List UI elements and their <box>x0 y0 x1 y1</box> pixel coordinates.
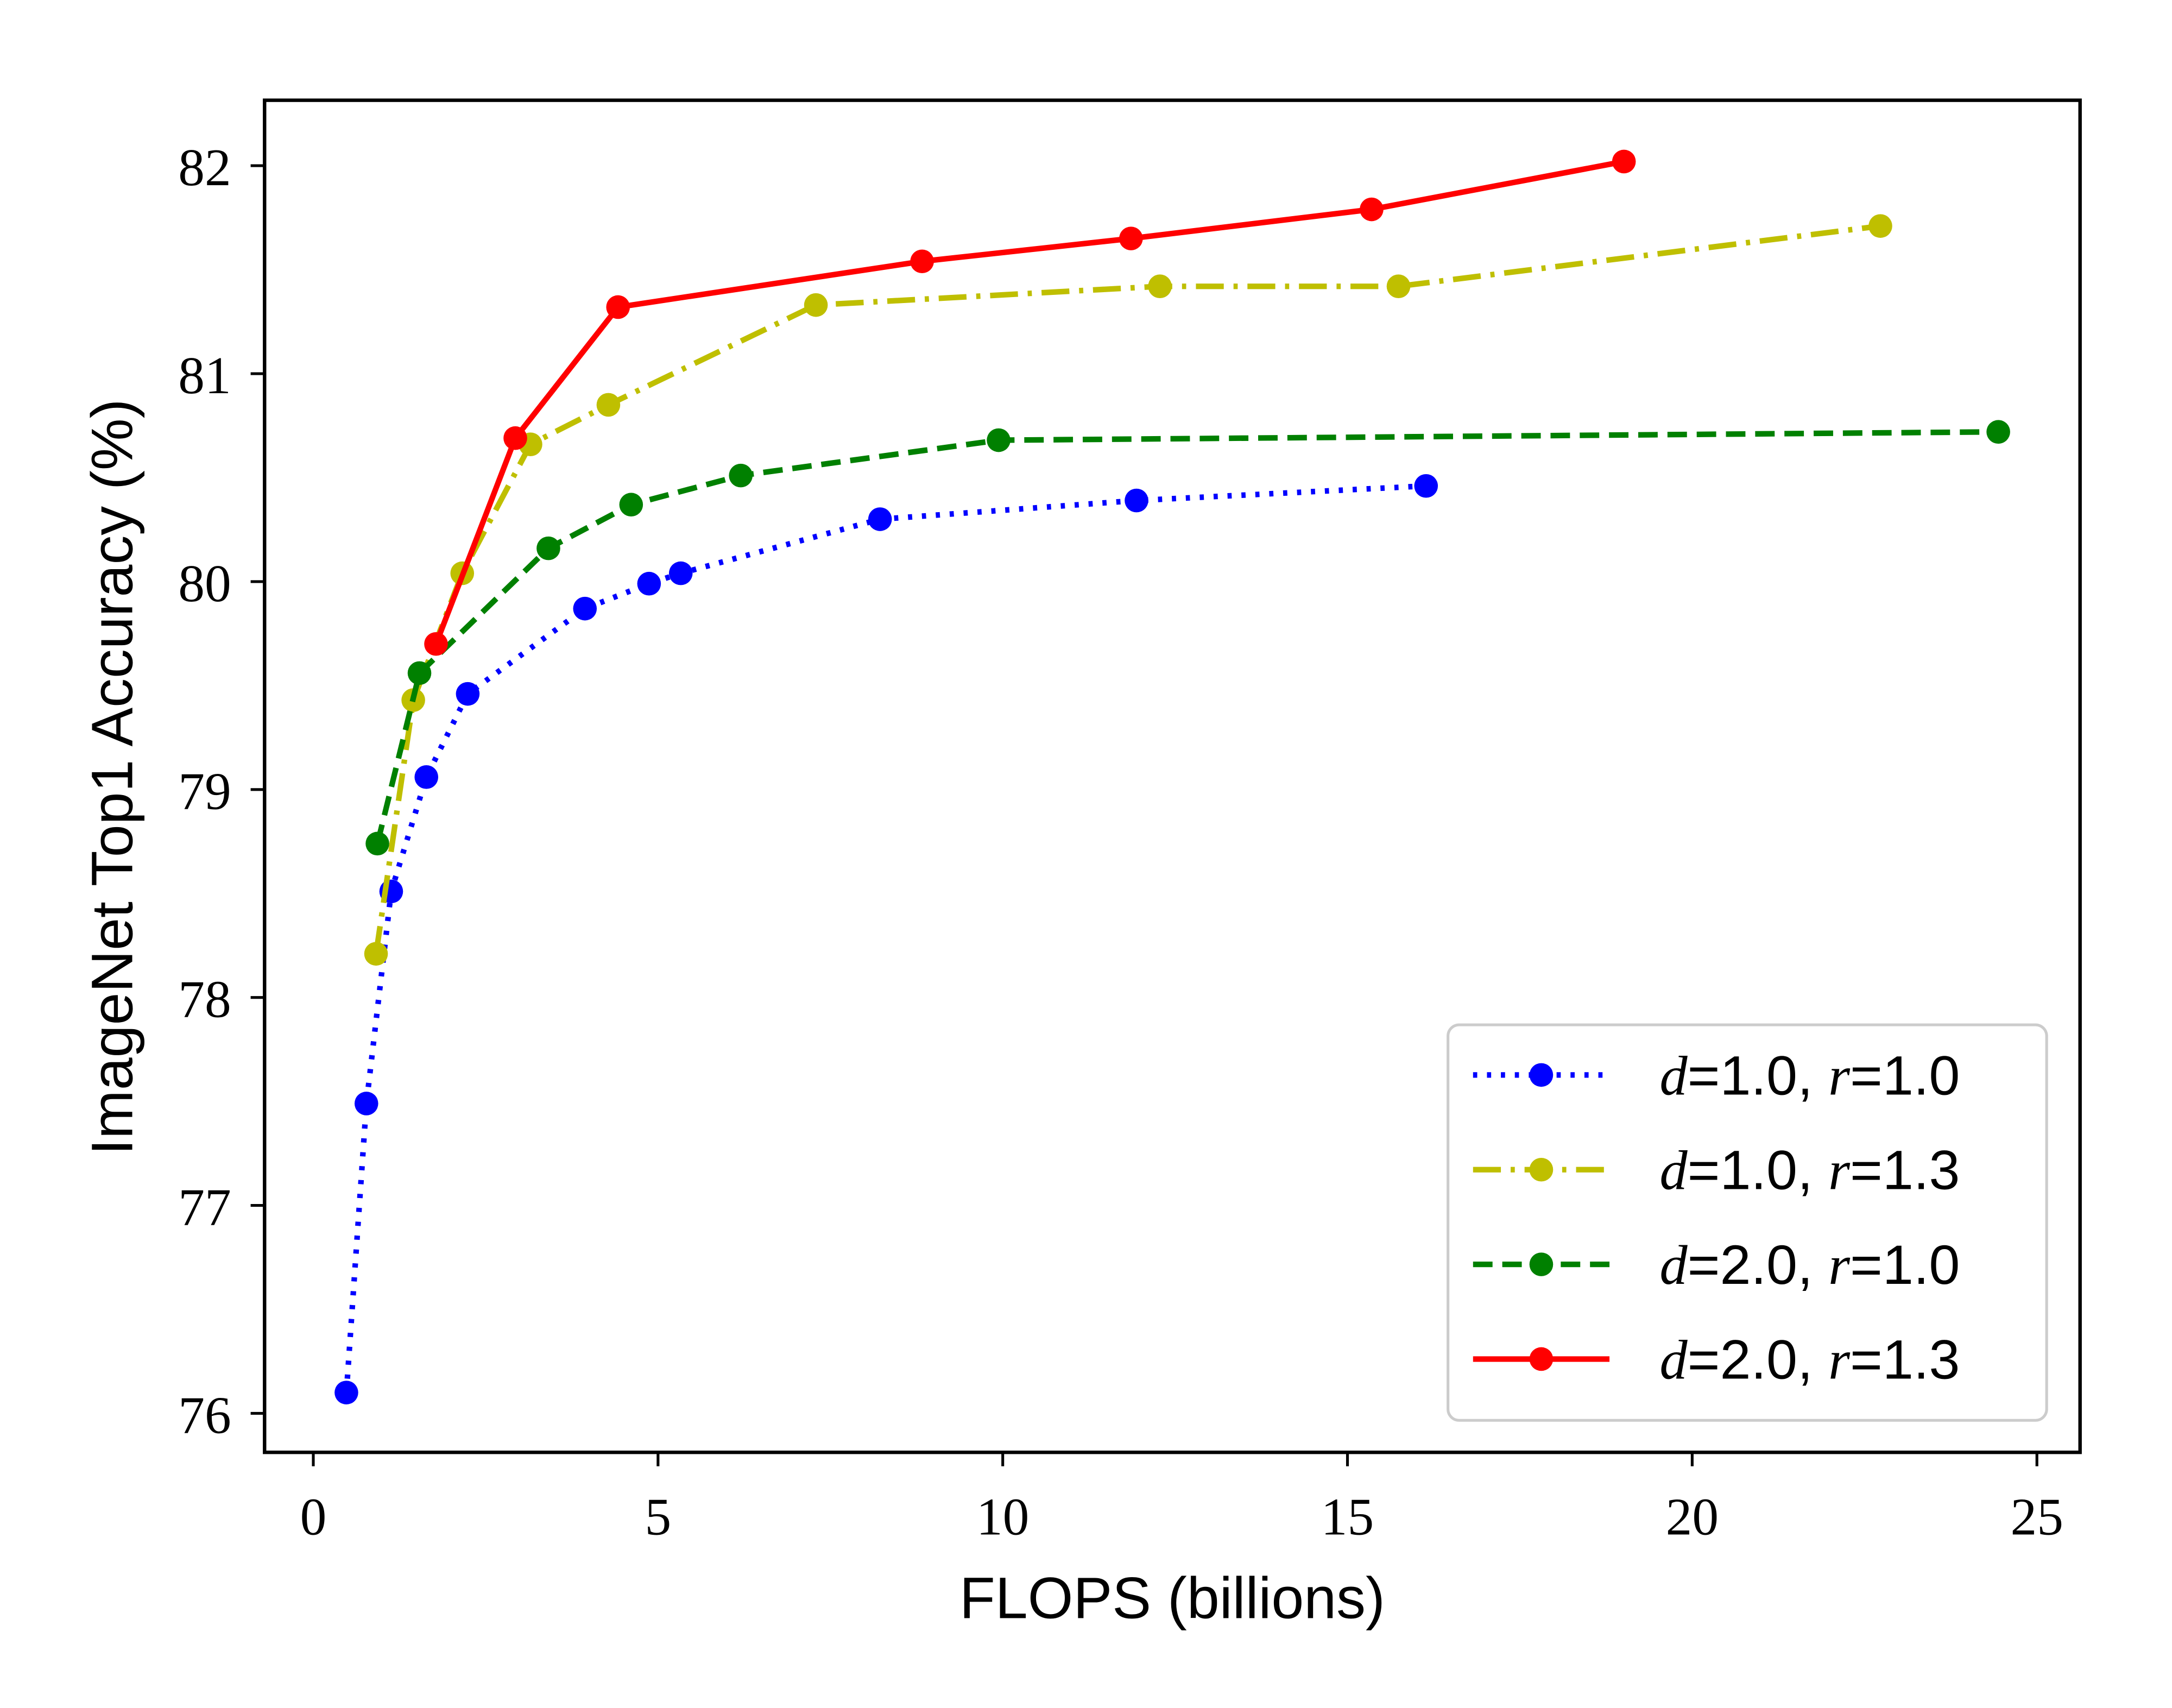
data-point <box>503 426 527 450</box>
data-point <box>364 942 388 966</box>
legend-marker <box>1529 1063 1554 1087</box>
data-point <box>424 632 448 656</box>
data-point <box>668 561 693 585</box>
data-point <box>1119 226 1143 250</box>
data-point <box>596 393 621 417</box>
x-tick-label: 0 <box>300 1488 327 1547</box>
x-tick-label: 5 <box>645 1488 671 1547</box>
legend-label: d=2.0, r=1.3 <box>1659 1328 1960 1391</box>
y-tick-label: 79 <box>178 762 231 821</box>
legend-box <box>1447 1023 2048 1422</box>
data-point <box>606 295 630 319</box>
y-tick-label: 82 <box>178 138 231 197</box>
series-2 <box>364 214 1892 966</box>
data-point <box>729 463 753 488</box>
y-tick-label: 77 <box>178 1178 231 1237</box>
data-point <box>365 831 389 856</box>
series-line <box>373 223 1881 955</box>
legend-label: d=2.0, r=1.0 <box>1659 1233 1960 1296</box>
legend-entry: d=2.0, r=1.3 <box>1473 1328 1960 1391</box>
data-point <box>987 428 1011 452</box>
legend-marker <box>1529 1252 1554 1276</box>
data-point <box>1986 420 2010 444</box>
data-point <box>334 1381 358 1404</box>
y-tick-label: 81 <box>178 346 231 405</box>
legend-marker <box>1529 1157 1554 1182</box>
x-axis-label: FLOPS (billions) <box>959 1565 1385 1630</box>
data-point <box>1360 197 1384 222</box>
series-3 <box>365 420 2010 856</box>
legend-entry: d=2.0, r=1.0 <box>1473 1233 1960 1296</box>
y-tick-label: 76 <box>178 1386 231 1445</box>
data-point <box>1868 214 1892 238</box>
data-point <box>1414 474 1438 498</box>
x-tick-label: 10 <box>976 1488 1029 1547</box>
data-point <box>1612 149 1636 174</box>
series-1 <box>334 474 1438 1404</box>
x-tick-label: 20 <box>1666 1488 1719 1547</box>
data-point <box>637 571 661 596</box>
data-point <box>1148 274 1172 298</box>
data-point <box>536 536 560 560</box>
legend-marker <box>1529 1347 1554 1371</box>
ticks: 0 5 10 15 20 25 76 77 78 79 80 81 82 <box>178 138 2063 1547</box>
data-point <box>354 1092 378 1115</box>
plot-area <box>334 149 2010 1404</box>
legend-label: d=1.0, r=1.0 <box>1659 1044 1960 1107</box>
data-point <box>910 249 934 274</box>
legend-label: d=1.0, r=1.3 <box>1659 1139 1960 1202</box>
data-point <box>573 596 597 621</box>
series-line <box>343 483 1426 1393</box>
x-tick-label: 25 <box>2010 1488 2063 1547</box>
series-line <box>375 429 1999 844</box>
legend-entry: d=1.0, r=1.0 <box>1473 1044 1960 1107</box>
legend-entry: d=1.0, r=1.3 <box>1473 1139 1960 1202</box>
data-point <box>456 682 480 706</box>
data-point <box>414 765 439 789</box>
data-point <box>868 507 892 531</box>
data-point <box>1125 488 1148 513</box>
data-point <box>407 661 432 685</box>
data-point <box>804 293 828 317</box>
y-tick-label: 78 <box>178 970 231 1029</box>
legend: d=1.0, r=1.0 d=1.0, r=1.3 d=2.0, r=1.0 d=2.… <box>1447 1023 2048 1422</box>
x-tick-label: 15 <box>1321 1488 1374 1547</box>
data-point <box>619 493 643 517</box>
axes-frame <box>263 98 2082 1454</box>
y-tick-label: 80 <box>178 554 231 613</box>
data-point <box>1386 274 1411 298</box>
y-axis-label: ImageNet Top1 Accuracy (%) <box>80 399 145 1155</box>
series-4 <box>424 149 1636 656</box>
